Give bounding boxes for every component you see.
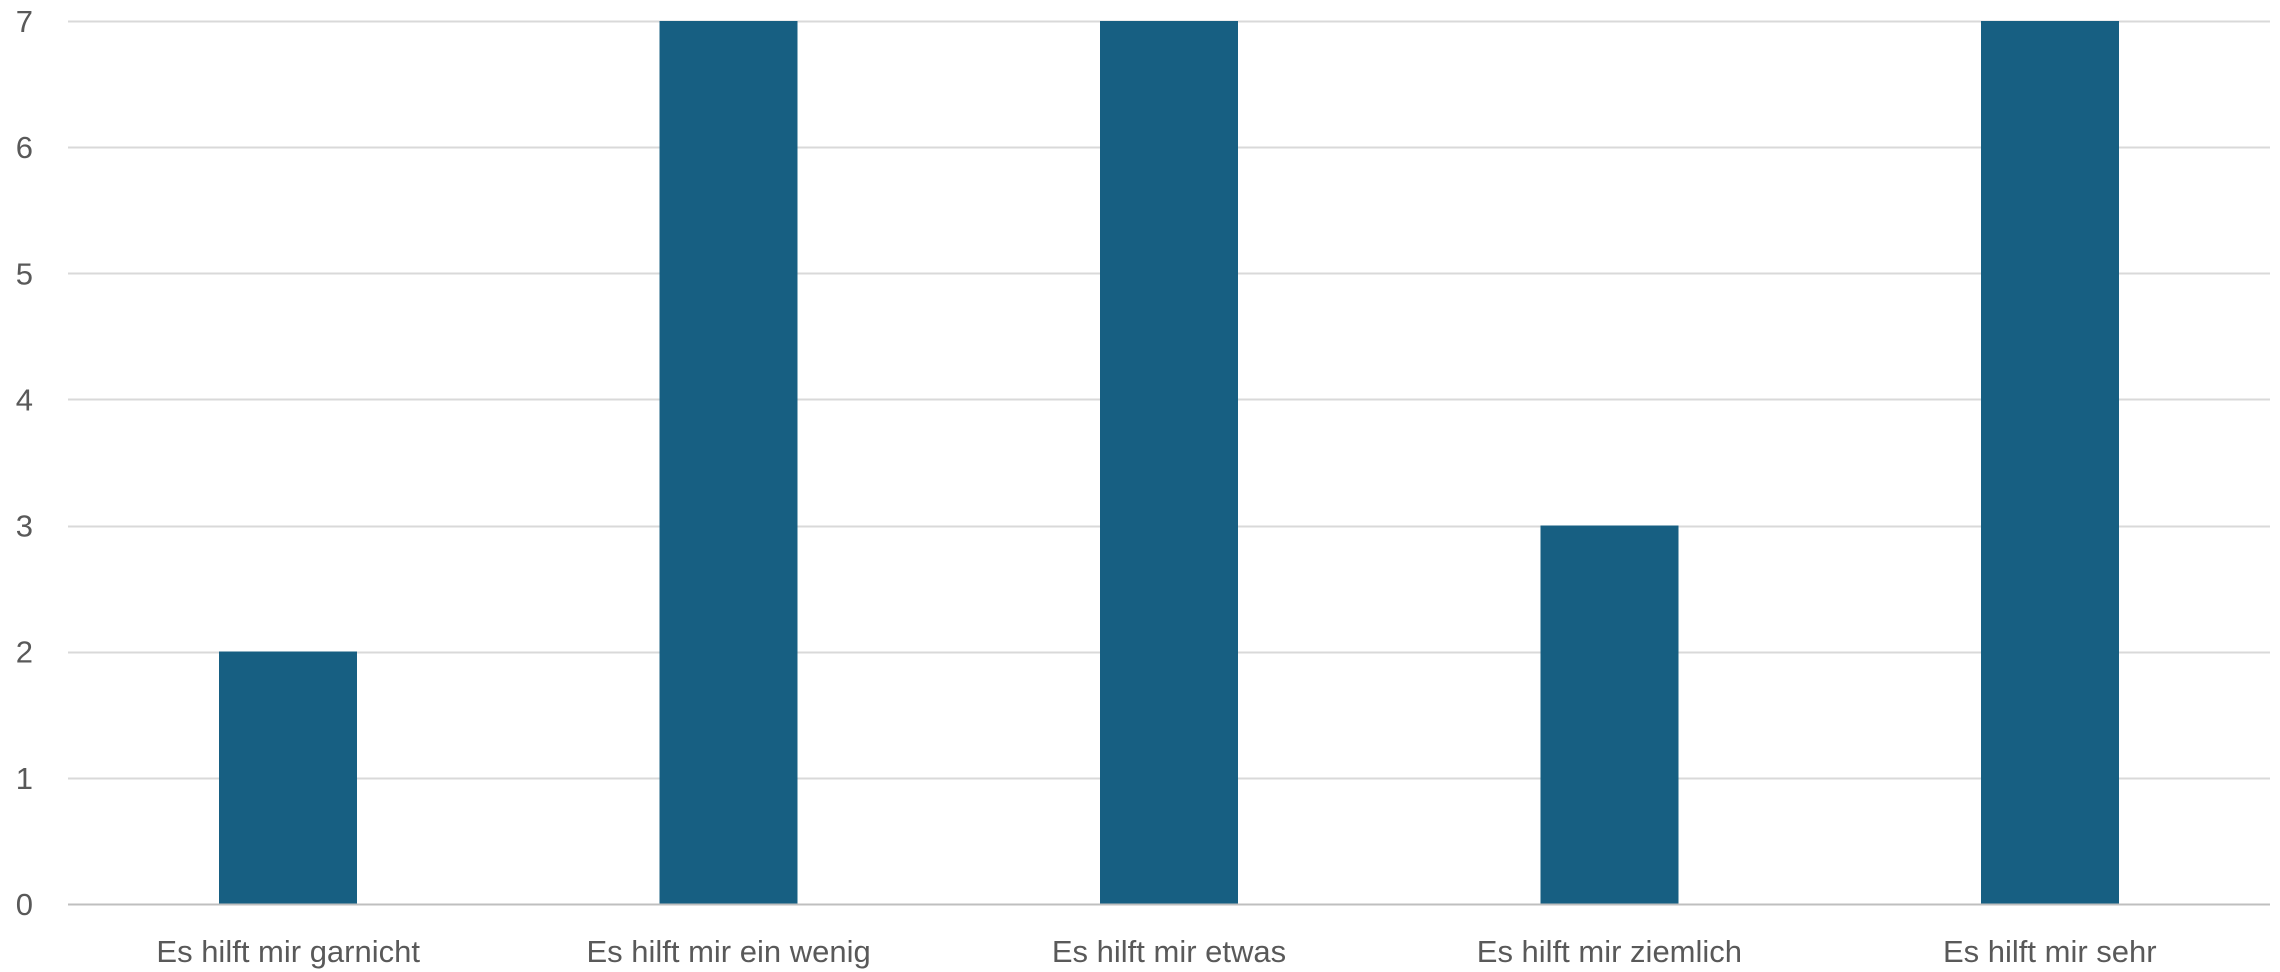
bar-5 [1980,21,2119,904]
y-tick-label: 3 [16,509,33,544]
bar-2 [659,21,798,904]
y-tick-label: 5 [16,256,33,291]
y-axis-tick-labels: 0 1 2 3 4 5 6 7 [16,4,33,922]
bar-1 [219,651,358,904]
y-tick-label: 7 [16,4,33,39]
bar-3 [1100,21,1238,904]
y-tick-label: 4 [16,382,33,417]
x-tick-label: Es hilft mir etwas [1052,934,1286,969]
x-tick-label: Es hilft mir ziemlich [1477,934,1742,969]
x-tick-label: Es hilft mir ein wenig [586,934,870,969]
bars [219,21,2119,904]
y-tick-label: 2 [16,635,33,670]
bar-4 [1540,525,1679,904]
y-tick-label: 6 [16,130,33,165]
y-tick-label: 0 [16,887,33,922]
x-axis-tick-labels: Es hilft mir garnicht Es hilft mir ein we… [156,934,2156,969]
x-tick-label: Es hilft mir garnicht [156,934,420,969]
y-tick-label: 1 [16,761,33,796]
x-tick-label: Es hilft mir sehr [1943,934,2157,969]
